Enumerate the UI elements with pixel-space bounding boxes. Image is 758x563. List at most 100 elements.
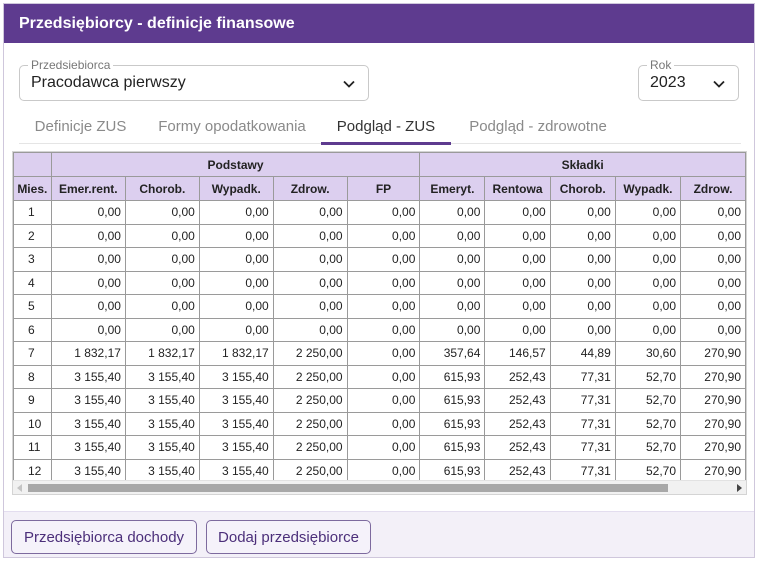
value-cell: 0,00 [419,200,486,225]
tab-definicje-zus[interactable]: Definicje ZUS [34,117,127,135]
column-header[interactable]: Zdrow. [272,176,348,201]
value-cell: 0,00 [614,317,682,342]
group-header-contributions: Składki [419,152,746,177]
table-row[interactable]: 6 0,00 0,00 0,00 0,00 0,00 0,00 0,00 0,00 0,00 0,0… [13,317,746,342]
value-cell: 0,00 [346,388,421,413]
table-row[interactable]: 1 0,00 0,00 0,00 0,00 0,00 0,00 0,00 0,00 0,00 0,0… [13,200,746,225]
value-cell: 0,00 [50,270,126,295]
value-cell: 0,00 [346,458,421,483]
value-cell: 0,00 [198,294,274,319]
value-cell: 270,90 [680,435,746,460]
value-cell: 3 155,40 [198,364,274,389]
table-body: 1 0,00 0,00 0,00 0,00 0,00 0,00 0,00 0,00 0,00 0,0… [13,200,746,483]
table-row[interactable]: 11 3 155,40 3 155,40 3 155,40 2 250,00 0,00 61… [13,435,746,460]
value-cell: 0,00 [680,247,746,272]
zus-preview-table[interactable]: Podstawy Składki Mies. Emer.rent. Chorob. W… [12,151,747,495]
table-row[interactable]: 4 0,00 0,00 0,00 0,00 0,00 0,00 0,00 0,00 0,00 0,0… [13,270,746,295]
table-row[interactable]: 12 3 155,40 3 155,40 3 155,40 2 250,00 0,00 61… [13,458,746,483]
arrow-right-icon[interactable] [732,481,746,494]
value-cell: 0,00 [272,270,348,295]
month-cell: 2 [13,223,52,248]
table-row[interactable]: 10 3 155,40 3 155,40 3 155,40 2 250,00 0,00 61… [13,411,746,436]
company-select-value: Pracodawca pierwszy [31,74,186,91]
tab-podglad-zus[interactable]: Podgląd - ZUS [321,108,451,145]
value-cell: 252,43 [484,411,551,436]
value-cell: 0,00 [272,200,348,225]
value-cell: 3 155,40 [124,411,200,436]
value-cell: 0,00 [346,317,421,342]
column-header[interactable]: Chorob. [549,176,616,201]
value-cell: 1 832,17 [124,341,200,366]
column-header[interactable]: Emer.rent. [50,176,126,201]
company-select[interactable]: Przedsiebiorca Pracodawca pierwszy [19,58,369,101]
value-cell: 77,31 [549,388,616,413]
value-cell: 252,43 [484,458,551,483]
value-cell: 0,00 [680,200,746,225]
column-header[interactable]: Emeryt. [419,176,486,201]
value-cell: 0,00 [272,317,348,342]
value-cell: 357,64 [419,341,486,366]
tab-formy-opodatkowania[interactable]: Formy opodatkowania [158,117,306,135]
value-cell: 0,00 [346,270,421,295]
value-cell: 3 155,40 [50,388,126,413]
value-cell: 0,00 [50,294,126,319]
column-header[interactable]: FP [346,176,421,201]
month-cell: 10 [13,411,52,436]
tab-podglad-zdrowotne[interactable]: Podgląd - zdrowotne [469,117,607,135]
value-cell: 0,00 [680,223,746,248]
month-cell: 3 [13,247,52,272]
column-header[interactable]: Rentowa [484,176,551,201]
column-header[interactable]: Mies. [13,176,52,201]
value-cell: 0,00 [680,317,746,342]
horizontal-scrollbar[interactable] [13,480,746,494]
value-cell: 52,70 [614,364,682,389]
value-cell: 0,00 [549,270,616,295]
value-cell: 0,00 [419,247,486,272]
value-cell: 0,00 [549,317,616,342]
table-row[interactable]: 2 0,00 0,00 0,00 0,00 0,00 0,00 0,00 0,00 0,00 0,0… [13,223,746,248]
value-cell: 0,00 [50,200,126,225]
column-header[interactable]: Wypadk. [198,176,274,201]
table-row[interactable]: 3 0,00 0,00 0,00 0,00 0,00 0,00 0,00 0,00 0,00 0,0… [13,247,746,272]
value-cell: 0,00 [346,200,421,225]
group-header-bases: Podstawy [50,152,421,177]
value-cell: 252,43 [484,435,551,460]
value-cell: 146,57 [484,341,551,366]
value-cell: 0,00 [549,294,616,319]
add-company-button[interactable]: Dodaj przedsiębiorce [206,520,371,554]
table-row[interactable]: 5 0,00 0,00 0,00 0,00 0,00 0,00 0,00 0,00 0,00 0,0… [13,294,746,319]
value-cell: 0,00 [614,270,682,295]
column-header[interactable]: Chorob. [124,176,200,201]
value-cell: 270,90 [680,364,746,389]
month-cell: 4 [13,270,52,295]
value-cell: 0,00 [614,247,682,272]
company-income-button[interactable]: Przedsiębiorca dochody [11,520,197,554]
column-header[interactable]: Wypadk. [614,176,682,201]
value-cell: 252,43 [484,388,551,413]
value-cell: 30,60 [614,341,682,366]
chevron-down-icon [343,80,355,88]
value-cell: 2 250,00 [272,458,348,483]
value-cell: 0,00 [272,223,348,248]
month-cell: 12 [13,458,52,483]
value-cell: 3 155,40 [124,388,200,413]
column-header[interactable]: Zdrow. [680,176,746,201]
footer-bar: Przedsiębiorca dochody Dodaj przedsiębio… [4,511,754,557]
value-cell: 0,00 [484,200,551,225]
value-cell: 615,93 [419,411,486,436]
value-cell: 0,00 [198,200,274,225]
year-select[interactable]: Rok 2023 [638,58,739,101]
value-cell: 0,00 [614,200,682,225]
value-cell: 0,00 [198,223,274,248]
scrollbar-thumb[interactable] [28,484,668,492]
value-cell: 0,00 [614,223,682,248]
value-cell: 3 155,40 [198,435,274,460]
value-cell: 0,00 [50,223,126,248]
column-header-row: Mies. Emer.rent. Chorob. Wypadk. Zdrow. FP Eme… [13,176,746,201]
value-cell: 0,00 [680,270,746,295]
arrow-left-icon[interactable] [13,481,27,494]
value-cell: 3 155,40 [198,388,274,413]
